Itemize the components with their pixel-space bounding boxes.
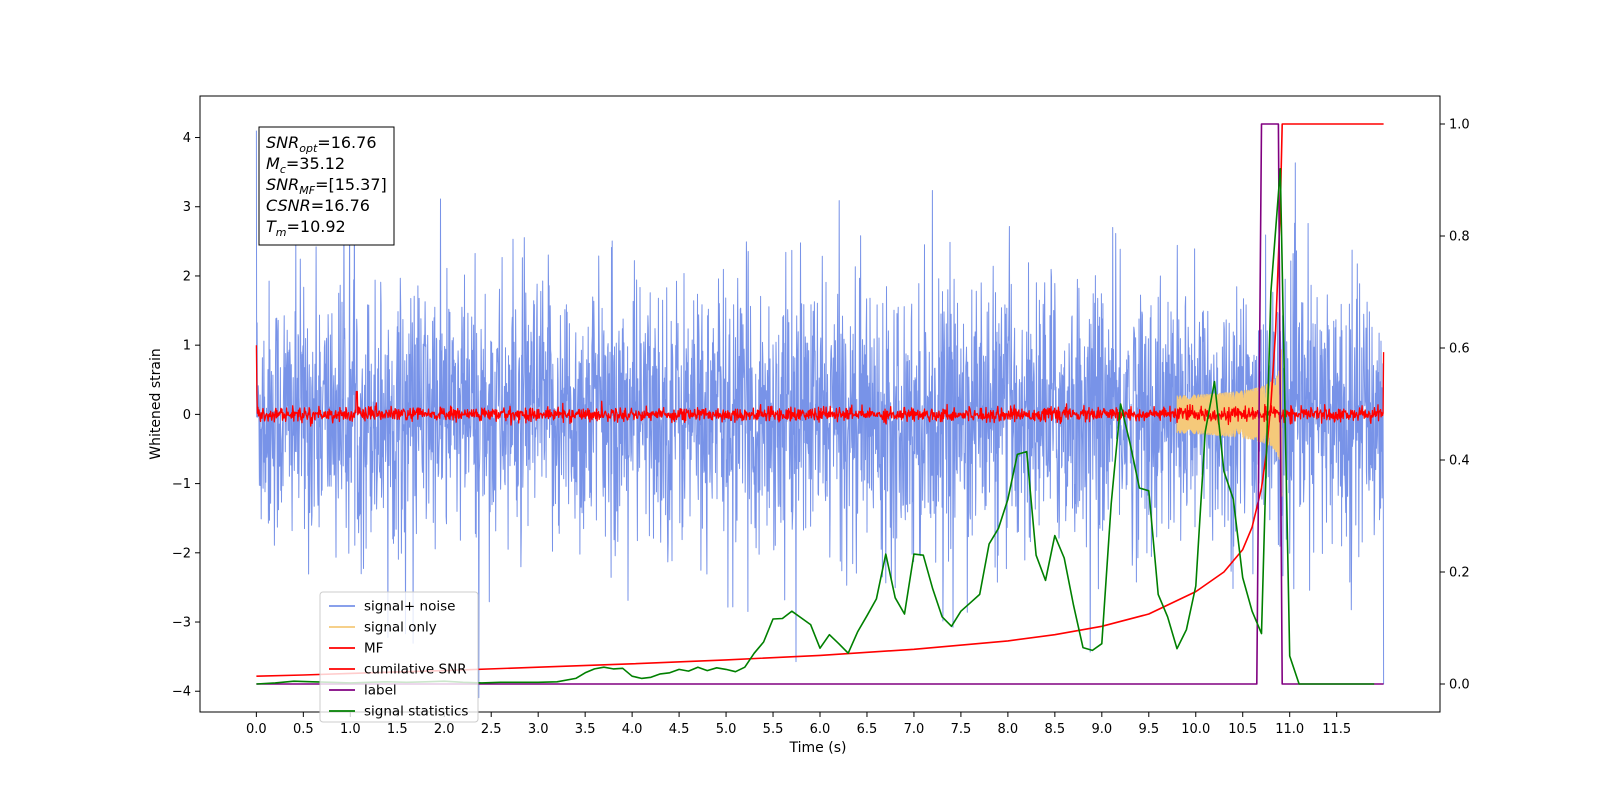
y-axis-left: 4 3 2 1 0 −1 −2 −3 −4 bbox=[172, 131, 200, 700]
y-tick-label: 4 bbox=[183, 131, 191, 146]
legend-label: MF bbox=[364, 641, 383, 657]
x-tick-label: 6.5 bbox=[857, 722, 878, 737]
legend-frame bbox=[319, 591, 479, 723]
y-axis-right: 1.0 0.8 0.6 0.4 0.2 0.0 bbox=[1440, 118, 1470, 693]
annotation-subscript: c bbox=[280, 163, 286, 176]
series-line-signal-noise bbox=[255, 130, 1385, 699]
annotation-value: =16.76 bbox=[311, 196, 370, 215]
y-axis-label: Whitened strain bbox=[148, 348, 164, 459]
annotation-symbol: T bbox=[266, 217, 277, 236]
annotation-box: SNRopt=16.76Mc=35.12SNRMF=[15.37]CSNR=16… bbox=[258, 126, 395, 246]
x-tick-label: 3.0 bbox=[528, 722, 549, 737]
annotation-frame bbox=[258, 126, 395, 246]
legend: signal+ noise signal only MF cumilative SNR… bbox=[319, 591, 479, 723]
legend-label: signal only bbox=[364, 620, 437, 636]
x-tick-label: 11.5 bbox=[1322, 722, 1351, 737]
annotation-symbol: SNR bbox=[266, 133, 299, 152]
y2-tick-label: 1.0 bbox=[1449, 118, 1470, 133]
x-tick-label: 11.0 bbox=[1275, 722, 1304, 737]
y-tick-label: −4 bbox=[172, 685, 191, 700]
annotation-value: =16.76 bbox=[317, 133, 376, 152]
annotation-line: Tm=10.92 bbox=[266, 217, 346, 239]
x-tick-label: 2.5 bbox=[481, 722, 502, 737]
x-tick-label: 2.0 bbox=[434, 722, 455, 737]
y-tick-label: −2 bbox=[172, 546, 191, 561]
annotation-line: Mc=35.12 bbox=[266, 154, 345, 176]
legend-label: cumilative SNR bbox=[364, 662, 467, 678]
y-tick-label: 2 bbox=[183, 269, 191, 284]
annotation-value: =[15.37] bbox=[315, 175, 387, 194]
y-tick-label: −1 bbox=[172, 477, 191, 492]
annotation-symbol: M bbox=[266, 154, 280, 173]
series-line-mf bbox=[255, 345, 1385, 427]
x-tick-label: 6.0 bbox=[810, 722, 831, 737]
annotation-line: CSNR=16.76 bbox=[266, 196, 370, 215]
x-tick-label: 4.0 bbox=[622, 722, 643, 737]
annotation-symbol: SNR bbox=[266, 175, 299, 194]
x-axis: 0.0 0.5 1.0 1.5 2.0 2.5 3.0 3.5 4.0 4.5 5.0 5.5 6.0 6… bbox=[246, 712, 1351, 737]
y-tick-label: 3 bbox=[183, 200, 191, 215]
legend-label: label bbox=[364, 683, 397, 699]
x-tick-label: 5.0 bbox=[716, 722, 737, 737]
y-tick-label: 1 bbox=[183, 339, 191, 354]
series-layer bbox=[255, 123, 1385, 699]
annotation-symbol: CSNR bbox=[266, 196, 311, 215]
annotation-line: SNRopt=16.76 bbox=[266, 133, 377, 155]
x-tick-label: 3.5 bbox=[575, 722, 596, 737]
series-line-signal-statistics bbox=[256, 168, 1375, 685]
x-tick-label: 0.0 bbox=[246, 722, 267, 737]
y2-tick-label: 0.0 bbox=[1449, 678, 1470, 693]
annotation-subscript: m bbox=[276, 226, 287, 239]
y2-tick-label: 0.6 bbox=[1449, 342, 1470, 357]
y2-tick-label: 0.8 bbox=[1449, 230, 1470, 245]
legend-label: signal statistics bbox=[364, 704, 468, 720]
x-tick-label: 5.5 bbox=[763, 722, 784, 737]
x-tick-label: 9.5 bbox=[1138, 722, 1159, 737]
legend-label: signal+ noise bbox=[364, 599, 455, 615]
x-tick-label: 10.0 bbox=[1181, 722, 1210, 737]
x-tick-label: 9.0 bbox=[1091, 722, 1112, 737]
x-tick-label: 1.5 bbox=[387, 722, 408, 737]
x-tick-label: 0.5 bbox=[293, 722, 314, 737]
annotation-value: =35.12 bbox=[286, 154, 345, 173]
y2-tick-label: 0.4 bbox=[1449, 454, 1470, 469]
x-tick-label: 7.5 bbox=[951, 722, 972, 737]
x-tick-label: 1.0 bbox=[340, 722, 361, 737]
y-tick-label: −3 bbox=[172, 616, 191, 631]
y-tick-label: 0 bbox=[183, 408, 191, 423]
x-tick-label: 8.5 bbox=[1045, 722, 1066, 737]
annotation-line: SNRMF=[15.37] bbox=[266, 175, 387, 197]
x-tick-label: 4.5 bbox=[669, 722, 690, 737]
x-tick-label: 8.0 bbox=[998, 722, 1019, 737]
x-tick-label: 10.5 bbox=[1228, 722, 1257, 737]
series-line-cumilative-snr bbox=[256, 123, 1384, 677]
annotation-subscript: MF bbox=[299, 184, 315, 197]
x-tick-label: 7.0 bbox=[904, 722, 925, 737]
annotation-subscript: opt bbox=[299, 142, 318, 155]
y2-tick-label: 0.2 bbox=[1449, 566, 1470, 581]
annotation-value: =10.92 bbox=[287, 217, 346, 236]
x-axis-label: Time (s) bbox=[789, 740, 847, 756]
